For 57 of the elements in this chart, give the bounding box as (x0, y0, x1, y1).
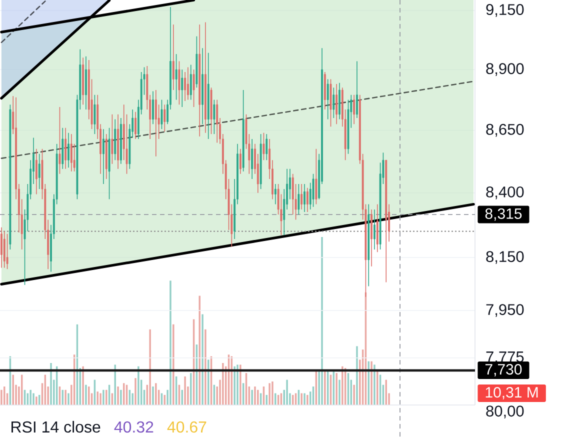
candlestick (312, 173, 314, 208)
text: 80,00 (486, 406, 524, 418)
candlestick (304, 184, 306, 212)
candlestick (154, 90, 157, 157)
candlestick (216, 99, 218, 144)
candlestick (190, 64, 192, 100)
candlestick (356, 60, 358, 118)
candlestick (262, 132, 265, 161)
candlestick (35, 148, 38, 195)
candlestick (3, 230, 6, 268)
candlestick (94, 94, 96, 134)
candlestick (376, 204, 378, 253)
candlestick (152, 90, 154, 125)
candlestick (164, 104, 166, 132)
candlestick (64, 127, 67, 170)
ref-line-label: 8,315 (485, 208, 522, 221)
y-tick-label: 7,950 (486, 304, 524, 317)
candlestick (0, 227, 2, 268)
candlestick (300, 184, 303, 210)
candlestick (102, 128, 104, 184)
text: RSI 14 close (12, 420, 100, 433)
candlestick (326, 78, 329, 120)
candlestick (315, 148, 318, 205)
candlestick (181, 69, 184, 108)
ref-line-label: 7,730 (485, 364, 522, 376)
candlestick (274, 184, 276, 205)
candlestick (58, 106, 61, 174)
text: 40.67 (167, 421, 206, 433)
candlestick (134, 112, 136, 140)
candlestick (70, 134, 72, 172)
y-tick-label: 9,150 (486, 4, 524, 17)
candlestick (192, 69, 195, 108)
y-tick-label: 8,150 (486, 251, 524, 264)
candlestick (111, 114, 114, 164)
candlestick (353, 94, 356, 125)
y-tick-label: 8,650 (486, 124, 524, 137)
candlestick (374, 209, 376, 250)
candlestick (187, 66, 189, 100)
candlestick (68, 132, 70, 168)
candlestick (178, 60, 180, 106)
candlestick (251, 138, 254, 180)
y-tick-label: 8,400 (486, 186, 524, 200)
candlestick (175, 54, 178, 100)
candlestick (266, 134, 268, 161)
text: 40.32 (114, 421, 154, 433)
text: 10,31 M (486, 387, 538, 400)
y-tick-label: 8,900 (486, 63, 524, 76)
candlestick (172, 24, 174, 90)
candlestick (239, 148, 242, 174)
candlestick (306, 187, 308, 212)
candlestick (38, 153, 40, 190)
candlestick (336, 84, 338, 125)
candlestick (298, 184, 300, 215)
candlestick (332, 87, 335, 118)
candlestick (213, 99, 216, 134)
candlestick (6, 233, 8, 270)
candlestick (160, 99, 163, 130)
